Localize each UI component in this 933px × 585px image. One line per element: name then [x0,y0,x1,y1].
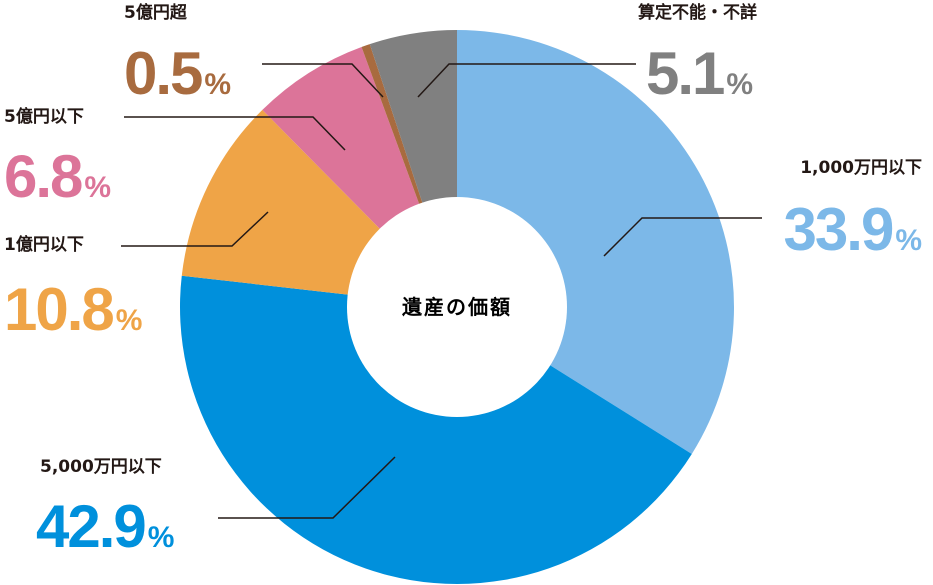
slice-5-000 [180,275,692,585]
value-number: 6.8 [4,143,82,210]
value-unit: % [116,304,143,337]
leader-lines [121,63,762,519]
value-unit: % [84,171,111,204]
category-label: 算定不能・不詳 [637,2,757,23]
value-unit: % [148,521,175,554]
value-label: 10.8% [4,276,142,343]
leader-line [603,217,762,257]
category-label: 1億円以下 [4,234,84,255]
value-number: 42.9 [36,493,145,560]
value-unit: % [895,224,922,257]
value-label: 33.9% [784,196,922,263]
category-label: 5億円超 [124,2,188,23]
value-unit: % [204,68,231,101]
value-number: 10.8 [4,276,113,343]
category-label: 5億円以下 [4,106,84,127]
leader-line [218,456,396,519]
value-label: 42.9% [36,493,174,560]
donut-hole [347,197,567,417]
category-label: 1,000万円以下 [800,158,922,178]
category-label: 5,000万円以下 [40,457,162,477]
value-label: 6.8% [4,143,111,210]
value-number: 5.1 [646,40,724,107]
leader-line [417,63,636,98]
value-unit: % [726,68,753,101]
leader-line [121,211,269,247]
value-label: 5.1% [646,40,753,107]
leader-line [124,116,346,151]
center-label: 遺産の価額 [402,295,512,319]
value-number: 0.5 [124,40,202,107]
value-number: 33.9 [784,196,893,263]
leader-line [262,63,384,98]
chart-labels: 1,000万円以下 33.9 % 5,000万円以下 42.9 % 1億円以下 10.8 % 5億… [4,2,922,560]
value-label: 0.5% [124,40,231,107]
